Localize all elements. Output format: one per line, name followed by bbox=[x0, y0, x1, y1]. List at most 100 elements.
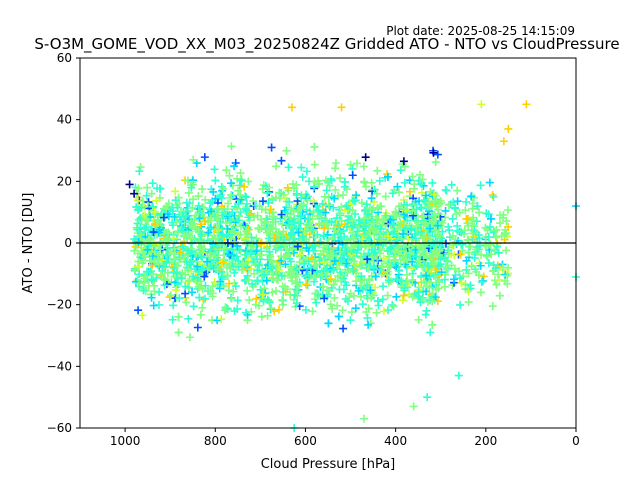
scatter-point bbox=[308, 307, 317, 316]
scatter-point bbox=[261, 217, 270, 226]
scatter-point bbox=[282, 146, 291, 155]
scatter-point bbox=[449, 240, 458, 249]
scatter-point bbox=[375, 228, 384, 237]
scatter-point bbox=[431, 270, 440, 279]
scatter-point bbox=[412, 252, 421, 261]
scatter-point bbox=[134, 237, 143, 246]
scatter-point bbox=[419, 211, 428, 220]
scatter-point bbox=[142, 215, 151, 224]
scatter-point bbox=[310, 143, 319, 152]
scatter-point bbox=[408, 257, 417, 266]
scatter-point bbox=[370, 264, 379, 273]
scatter-point bbox=[327, 218, 336, 227]
scatter-point bbox=[142, 267, 151, 276]
scatter-point bbox=[319, 282, 328, 291]
scatter-point bbox=[273, 276, 282, 285]
scatter-point bbox=[258, 197, 267, 206]
scatter-point bbox=[170, 244, 179, 253]
scatter-point bbox=[289, 248, 298, 257]
scatter-point bbox=[333, 301, 342, 310]
x-tick-label: 0 bbox=[572, 434, 580, 448]
scatter-point bbox=[298, 232, 307, 241]
scatter-point bbox=[267, 304, 276, 313]
scatter-point bbox=[309, 197, 318, 206]
scatter-point bbox=[319, 258, 328, 267]
scatter-point bbox=[241, 308, 250, 317]
scatter-point bbox=[361, 182, 370, 191]
scatter-point bbox=[455, 274, 464, 283]
scatter-point bbox=[147, 189, 156, 198]
scatter-point bbox=[135, 167, 144, 176]
scatter-point bbox=[253, 255, 262, 264]
scatter-point bbox=[414, 256, 423, 265]
scatter-point bbox=[244, 177, 253, 186]
scatter-point bbox=[265, 183, 274, 192]
scatter-point bbox=[187, 183, 196, 192]
scatter-point bbox=[256, 250, 265, 259]
scatter-point bbox=[278, 295, 287, 304]
scatter-point bbox=[464, 298, 473, 307]
scatter-point bbox=[393, 182, 402, 191]
scatter-point bbox=[247, 233, 256, 242]
scatter-point bbox=[283, 183, 292, 192]
scatter-point bbox=[388, 301, 397, 310]
scatter-point bbox=[412, 262, 421, 271]
scatter-point bbox=[311, 289, 320, 298]
scatter-point bbox=[383, 172, 392, 181]
scatter-point bbox=[320, 192, 329, 201]
scatter-point bbox=[182, 298, 191, 307]
scatter-point bbox=[369, 257, 378, 266]
scatter-point bbox=[295, 264, 304, 273]
scatter-point bbox=[175, 253, 184, 262]
scatter-point bbox=[169, 301, 178, 310]
scatter-point bbox=[397, 276, 406, 285]
scatter-point bbox=[147, 275, 156, 284]
scatter-point bbox=[149, 258, 158, 267]
scatter-point bbox=[371, 245, 380, 254]
scatter-point bbox=[421, 310, 430, 319]
scatter-point bbox=[329, 266, 338, 275]
scatter-point bbox=[172, 269, 181, 278]
scatter-point bbox=[456, 250, 465, 259]
scatter-point bbox=[219, 258, 228, 267]
scatter-point bbox=[203, 257, 212, 266]
scatter-point bbox=[268, 273, 277, 282]
chart-title: S-O3M_GOME_VOD_XX_M03_20250824Z Gridded … bbox=[34, 35, 619, 54]
scatter-point bbox=[198, 303, 207, 312]
scatter-point bbox=[503, 206, 512, 215]
scatter-point bbox=[245, 296, 254, 305]
scatter-point bbox=[194, 282, 203, 291]
plot-date: Plot date: 2025-08-25 14:15:09 bbox=[386, 24, 575, 38]
scatter-point bbox=[284, 250, 293, 259]
scatter-point bbox=[297, 163, 306, 172]
scatter-point bbox=[252, 247, 261, 256]
scatter-point bbox=[410, 230, 419, 239]
scatter-point bbox=[372, 189, 381, 198]
scatter-point bbox=[356, 261, 365, 270]
scatter-point bbox=[347, 308, 356, 317]
scatter-point bbox=[265, 247, 274, 256]
scatter-point bbox=[237, 176, 246, 185]
scatter-point bbox=[300, 259, 309, 268]
scatter-point bbox=[138, 259, 147, 268]
scatter-point bbox=[420, 196, 429, 205]
scatter-point bbox=[212, 253, 221, 262]
scatter-point bbox=[292, 299, 301, 308]
scatter-point bbox=[349, 291, 358, 300]
scatter-point bbox=[268, 218, 277, 227]
scatter-point bbox=[185, 199, 194, 208]
scatter-point bbox=[200, 153, 209, 162]
scatter-point bbox=[283, 209, 292, 218]
scatter-point bbox=[428, 260, 437, 269]
scatter-point bbox=[227, 142, 236, 151]
scatter-point bbox=[165, 293, 174, 302]
scatter-point bbox=[327, 175, 336, 184]
scatter-point bbox=[408, 172, 417, 181]
scatter-point bbox=[348, 206, 357, 215]
scatter-point bbox=[337, 103, 346, 112]
scatter-point bbox=[326, 251, 335, 260]
scatter-point bbox=[311, 233, 320, 242]
scatter-point bbox=[142, 191, 151, 200]
scatter-point bbox=[206, 199, 215, 208]
scatter-point bbox=[297, 193, 306, 202]
